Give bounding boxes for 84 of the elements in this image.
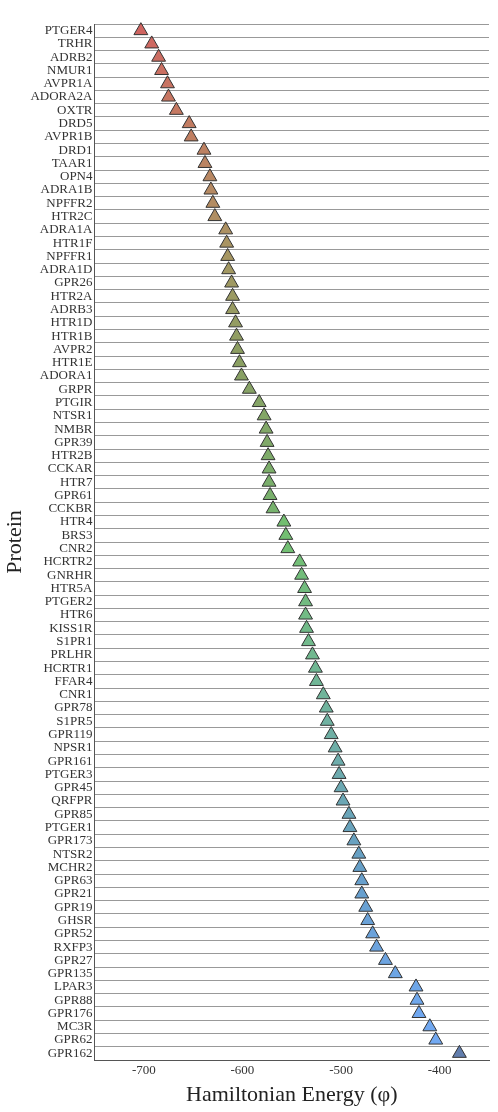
- y-tick-label: NTSR1: [52, 407, 93, 423]
- y-tick-label: GPR173: [47, 832, 93, 848]
- y-tick-label: HCRTR1: [43, 659, 93, 675]
- y-tick-label: DRD1: [58, 141, 93, 157]
- y-tick-label: GPR27: [54, 951, 93, 967]
- x-tick-label: -700: [131, 1062, 156, 1078]
- y-tick-label: HTR1B: [51, 327, 93, 343]
- y-tick-label: GHSR: [57, 911, 93, 927]
- y-tick-label: HCRTR2: [43, 553, 93, 569]
- y-tick-label: RXFP3: [53, 938, 93, 954]
- y-tick-label: GPR21: [54, 885, 93, 901]
- y-tick-label: AVPR1B: [44, 128, 93, 144]
- y-tick-label: KISS1R: [49, 619, 93, 635]
- y-tick-label: GPR61: [54, 486, 93, 502]
- y-tick-label: S1PR1: [56, 633, 93, 649]
- y-tick-label: HTR4: [60, 513, 94, 529]
- y-tick-label: GPR161: [47, 752, 93, 768]
- y-tick-label: GNRHR: [47, 566, 93, 582]
- y-tick-label: ADRB2: [49, 48, 93, 64]
- y-tick-label: GPR119: [48, 726, 93, 742]
- y-tick-label: PTGER4: [44, 22, 94, 38]
- y-tick-label: NTSR2: [52, 845, 93, 861]
- y-tick-label: HTR5A: [50, 579, 94, 595]
- y-tick-label: ADORA1: [39, 367, 93, 383]
- y-tick-label: PTGER2: [44, 593, 93, 609]
- y-tick-label: CCKAR: [47, 460, 93, 476]
- y-tick-label: PRLHR: [50, 646, 93, 662]
- y-tick-label: CCKBR: [48, 500, 93, 516]
- y-tick-label: PTGER1: [44, 818, 93, 834]
- y-tick-label: GPR63: [54, 872, 93, 888]
- y-tick-label: GPR135: [47, 965, 93, 981]
- y-tick-label: MC3R: [57, 1018, 93, 1034]
- y-tick-label: ADRA1A: [39, 221, 94, 237]
- y-tick-label: CNR2: [59, 540, 93, 556]
- y-tick-label: HTR1F: [52, 234, 93, 250]
- x-tick-label: -400: [427, 1062, 452, 1078]
- y-tick-label: GPR62: [54, 1031, 93, 1047]
- y-tick-label: NPFFR2: [46, 194, 93, 210]
- y-tick-label: MCHR2: [47, 858, 93, 874]
- y-tick-label: PTGIR: [54, 393, 93, 409]
- y-tick-label: FFAR4: [54, 672, 93, 688]
- y-tick-label: GPR176: [47, 1004, 93, 1020]
- y-tick-label: HTR1E: [52, 354, 93, 370]
- y-tick-label: NPFFR1: [46, 247, 93, 263]
- y-tick-label: GPR88: [54, 991, 93, 1007]
- x-axis-title: Hamiltonian Energy (φ): [186, 1080, 398, 1106]
- y-tick-label: AVPR2: [53, 340, 93, 356]
- y-tick-label: ADRA1D: [39, 261, 93, 277]
- y-tick-label: TAAR1: [51, 154, 93, 170]
- y-tick-label: TRHR: [57, 35, 93, 51]
- y-tick-label: GPR39: [54, 433, 93, 449]
- y-tick-label: CNR1: [59, 686, 93, 702]
- y-tick-label: S1PR5: [56, 712, 93, 728]
- y-tick-label: DRD5: [58, 115, 93, 131]
- y-tick-label: GPR52: [54, 925, 93, 941]
- y-tick-label: GPR85: [54, 805, 93, 821]
- y-tick-label: NMBR: [54, 420, 93, 436]
- y-tick-label: GPR26: [54, 274, 93, 290]
- y-tick-label: HTR2A: [50, 287, 94, 303]
- y-tick-label: GPR19: [54, 898, 93, 914]
- y-tick-label: GPR162: [47, 1044, 93, 1060]
- x-tick-label: -600: [230, 1062, 255, 1078]
- y-tick-label: ADRB3: [49, 300, 93, 316]
- y-tick-label: NPSR1: [53, 739, 93, 755]
- y-tick-label: LPAR3: [53, 978, 93, 994]
- y-tick-label: HTR7: [60, 473, 94, 489]
- y-axis-title: Protein: [0, 510, 26, 574]
- y-tick-label: ADRA1B: [40, 181, 93, 197]
- y-tick-label: BRS3: [61, 526, 93, 542]
- y-tick-label: GPR78: [54, 699, 93, 715]
- y-tick-label: GPR45: [54, 779, 93, 795]
- y-tick-label: NMUR1: [47, 61, 93, 77]
- y-tick-label: PTGER3: [44, 765, 93, 781]
- y-tick-label: ADORA2A: [30, 88, 94, 104]
- y-tick-label: OXTR: [57, 101, 93, 117]
- y-tick-label: HTR2C: [51, 208, 93, 224]
- y-tick-label: OPN4: [60, 168, 93, 184]
- y-tick-label: HTR6: [60, 606, 94, 622]
- y-tick-label: GRPR: [58, 380, 93, 396]
- x-tick-label: -500: [329, 1062, 353, 1078]
- y-tick-label: AVPR1A: [43, 75, 94, 91]
- y-tick-label: HTR1D: [50, 314, 93, 330]
- y-tick-label: QRFPR: [51, 792, 93, 808]
- y-tick-label: HTR2B: [51, 447, 93, 463]
